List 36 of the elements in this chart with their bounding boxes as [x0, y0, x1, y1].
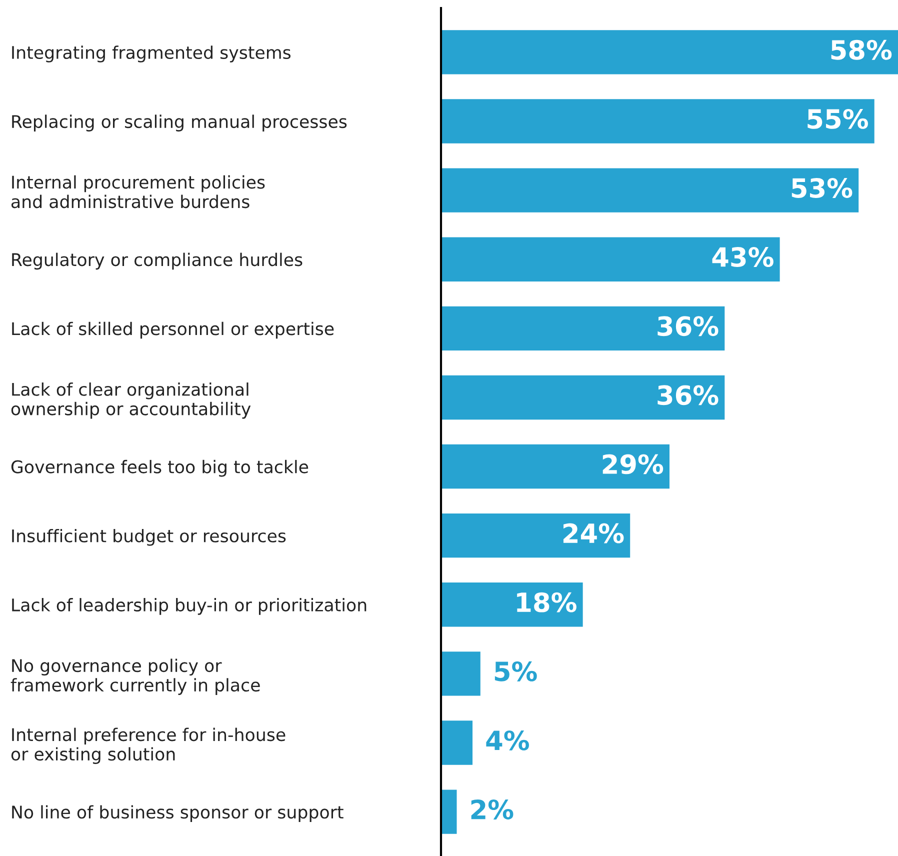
- bar: [441, 444, 670, 489]
- data-label: 5%: [494, 661, 537, 682]
- bar: [441, 375, 725, 420]
- y-tick-label: No governance policy or framework currently in place: [10, 658, 260, 695]
- data-label: 24%: [563, 523, 624, 544]
- data-label: 29%: [602, 454, 664, 474]
- bar: [441, 99, 874, 144]
- bar: [441, 306, 725, 351]
- y-tick-label: Replacing or scaling manual processes: [12, 114, 347, 132]
- y-tick-label: Regulatory or compliance hurdles: [12, 252, 302, 270]
- data-label: 43%: [712, 247, 774, 268]
- data-label: 53%: [792, 178, 852, 198]
- data-label: 4%: [486, 730, 529, 750]
- data-label: 58%: [831, 40, 892, 60]
- bar: [441, 30, 898, 74]
- data-label: 36%: [658, 385, 718, 406]
- data-label: 36%: [658, 316, 718, 336]
- bar: [441, 582, 583, 627]
- bar: [441, 237, 780, 282]
- bar: [441, 652, 480, 696]
- y-tick-label: Internal preference for in-house or existing solution: [11, 728, 286, 764]
- y-tick-label: Lack of skilled personnel or expertise: [12, 322, 334, 339]
- data-label: 18%: [517, 592, 576, 612]
- y-tick-label: Governance feels too big to tackle: [11, 460, 308, 477]
- data-label: 55%: [808, 108, 868, 129]
- bar: [441, 168, 859, 212]
- y-tick-label: Insufficient budget or resources: [12, 528, 286, 546]
- y-tick-label: No line of business sponsor or support: [12, 805, 344, 822]
- y-tick-label: Internal procurement policies and administrative burdens: [11, 175, 265, 208]
- y-tick-label: Lack of clear organizational ownership or accountability: [11, 382, 251, 419]
- bar: [441, 790, 457, 834]
- data-label: 2%: [471, 800, 514, 820]
- y-tick-label: Integrating fragmented systems: [12, 46, 291, 62]
- y-tick-label: Lack of leadership buy-in or prioritization: [12, 598, 366, 615]
- bar: [441, 720, 473, 765]
- bar: [441, 513, 630, 558]
